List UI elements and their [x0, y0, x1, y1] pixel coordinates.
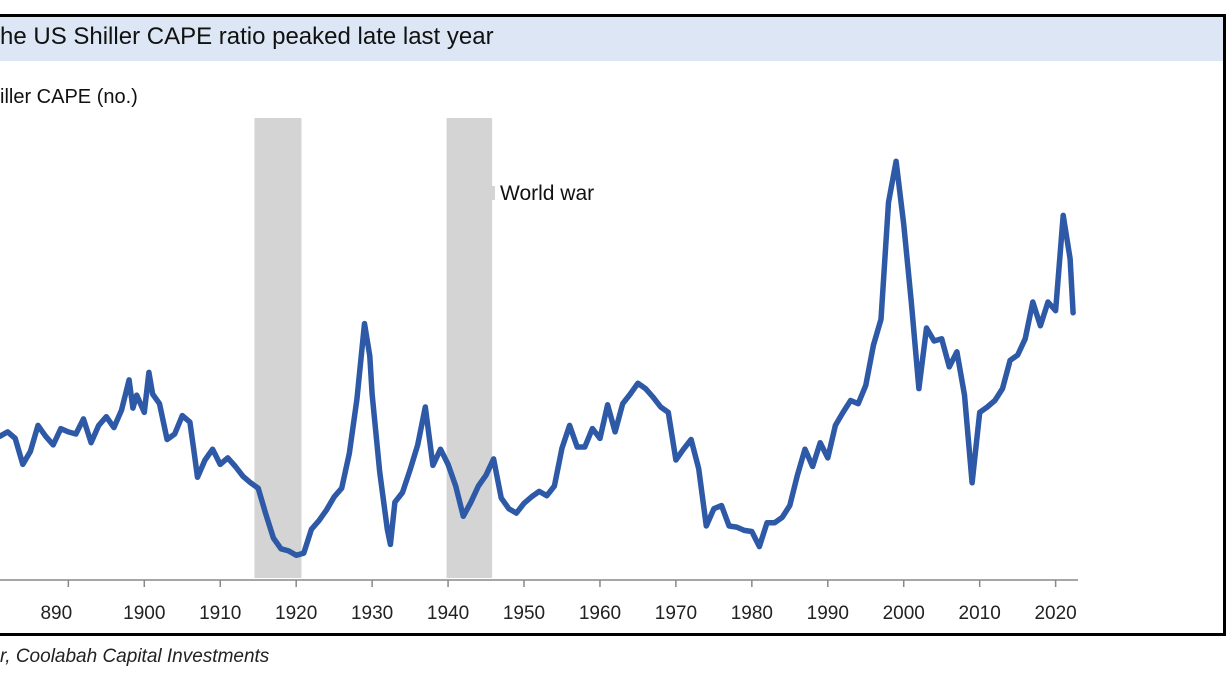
x-tick-label-2000: 2000: [883, 603, 925, 624]
legend-label-world-war: World war: [500, 182, 594, 205]
x-tick-label-1910: 1910: [199, 603, 241, 624]
x-tick-label-1930: 1930: [351, 603, 393, 624]
x-tick-label-1950: 1950: [503, 603, 545, 624]
x-tick-label-1980: 1980: [731, 603, 773, 624]
x-tick-label-1960: 1960: [579, 603, 621, 624]
frame-right-border: [1223, 14, 1226, 636]
x-tick-label-1890: 890: [40, 603, 72, 624]
source-note: r, Coolabah Capital Investments: [0, 646, 270, 667]
x-tick-label-1970: 1970: [655, 603, 697, 624]
x-tick-label-2020: 2020: [1034, 603, 1076, 624]
x-tick-label-1940: 1940: [427, 603, 469, 624]
x-tick-label-1990: 1990: [807, 603, 849, 624]
frame-top-border: [0, 14, 1226, 17]
frame-bottom-border: [0, 633, 1226, 636]
x-tick-label-1900: 1900: [123, 603, 165, 624]
legend-swatch-world-war: [481, 186, 495, 200]
chart-title: he US Shiller CAPE ratio peaked late las…: [0, 23, 494, 50]
x-tick-label-2010: 2010: [959, 603, 1001, 624]
y-axis-label: iller CAPE (no.): [0, 86, 138, 108]
x-tick-label-1920: 1920: [275, 603, 317, 624]
title-band: [0, 17, 1223, 61]
cape-series-line: [0, 158, 1076, 559]
